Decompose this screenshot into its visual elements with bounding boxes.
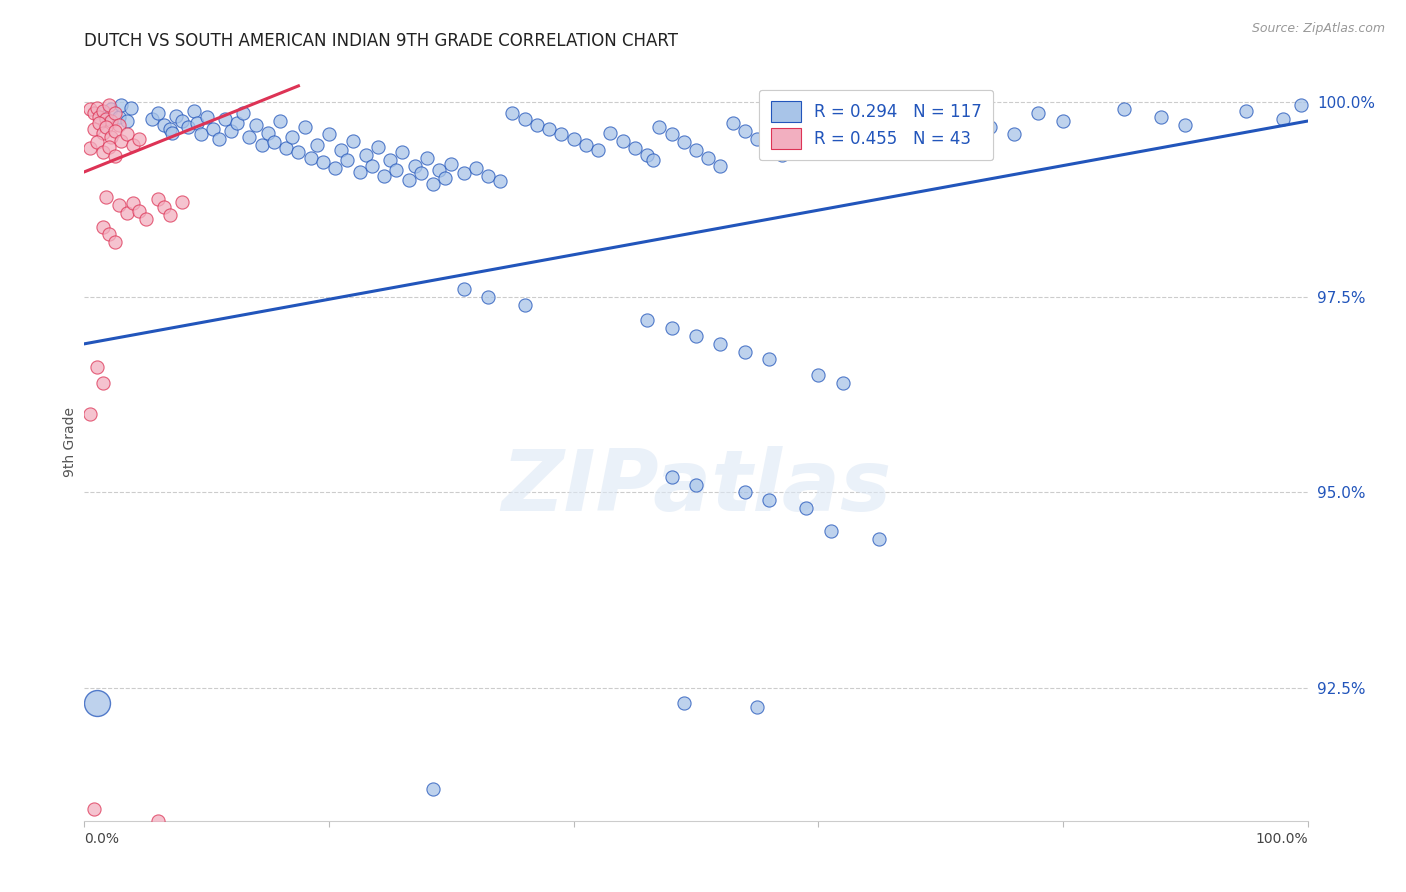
Point (643, 153, 665, 168)
Point (96, 190, 118, 204)
Point (831, 376, 853, 390)
Point (269, 114, 291, 128)
Point (104, 149, 127, 163)
Point (281, 129, 304, 144)
Point (83, 106, 105, 120)
Point (440, 157, 463, 171)
Point (391, 145, 413, 160)
Point (477, 169, 499, 183)
Point (844, 141, 866, 155)
Point (1052, 114, 1074, 128)
Point (100, 129, 122, 144)
Point (758, 493, 780, 508)
Point (153, 118, 176, 132)
Point (96, 120, 118, 134)
Point (502, 106, 524, 120)
Point (219, 124, 242, 138)
Point (115, 114, 138, 128)
Point (79, 103, 101, 117)
Point (245, 118, 267, 132)
Point (201, 121, 224, 136)
Point (208, 132, 231, 146)
Point (195, 110, 218, 124)
Point (226, 116, 249, 130)
Point (893, 129, 915, 144)
Point (648, 120, 671, 134)
Point (87, 116, 110, 130)
Point (538, 121, 561, 136)
Point (770, 147, 793, 161)
Point (146, 106, 169, 120)
Point (794, 110, 817, 124)
Point (104, 124, 127, 138)
Text: ZIPatlas: ZIPatlas (501, 445, 891, 529)
Point (758, 352, 780, 367)
Point (107, 118, 129, 132)
Point (783, 103, 806, 117)
Point (747, 132, 769, 146)
Point (305, 137, 328, 152)
Point (1002, 128, 1025, 142)
Point (562, 132, 585, 146)
Text: 100.0%: 100.0% (1256, 832, 1308, 847)
Point (294, 120, 316, 134)
Point (122, 196, 145, 211)
Point (636, 313, 658, 327)
Point (734, 344, 756, 359)
Point (979, 120, 1001, 134)
Point (91, 376, 114, 390)
Point (453, 282, 475, 296)
Point (177, 120, 200, 134)
Point (128, 132, 150, 146)
Point (276, 141, 298, 155)
Text: 0.0%: 0.0% (84, 832, 120, 847)
Point (91, 126, 114, 140)
Point (721, 116, 744, 130)
Point (83, 802, 105, 816)
Point (929, 103, 952, 118)
Point (380, 153, 402, 168)
Point (190, 128, 212, 142)
Point (87, 110, 110, 124)
Point (453, 166, 475, 180)
Point (526, 118, 548, 132)
Point (214, 112, 236, 126)
Point (385, 163, 408, 178)
Point (1272, 112, 1295, 126)
Point (661, 128, 683, 142)
Legend: R = 0.294   N = 117, R = 0.455   N = 43: R = 0.294 N = 117, R = 0.455 N = 43 (759, 90, 994, 161)
Point (550, 128, 572, 142)
Point (135, 211, 157, 226)
Point (110, 134, 132, 148)
Point (79, 141, 101, 155)
Point (367, 140, 389, 154)
Point (734, 124, 756, 138)
Point (427, 163, 450, 178)
Point (110, 98, 132, 112)
Point (489, 174, 512, 188)
Point (820, 126, 842, 140)
Point (107, 197, 129, 211)
Point (685, 477, 707, 491)
Point (122, 137, 145, 152)
Point (146, 814, 169, 828)
Point (100, 103, 122, 117)
Point (1291, 98, 1313, 112)
Point (416, 151, 439, 165)
Point (636, 147, 658, 161)
Point (1174, 118, 1197, 132)
Point (162, 126, 184, 140)
Point (404, 159, 426, 173)
Point (599, 126, 621, 140)
Point (86, 360, 108, 375)
Point (434, 171, 457, 186)
Point (97, 98, 120, 112)
Point (83, 121, 105, 136)
Point (820, 524, 842, 539)
Point (146, 192, 169, 206)
Point (232, 106, 254, 120)
Point (422, 782, 444, 797)
Point (697, 151, 720, 165)
Point (165, 109, 187, 123)
